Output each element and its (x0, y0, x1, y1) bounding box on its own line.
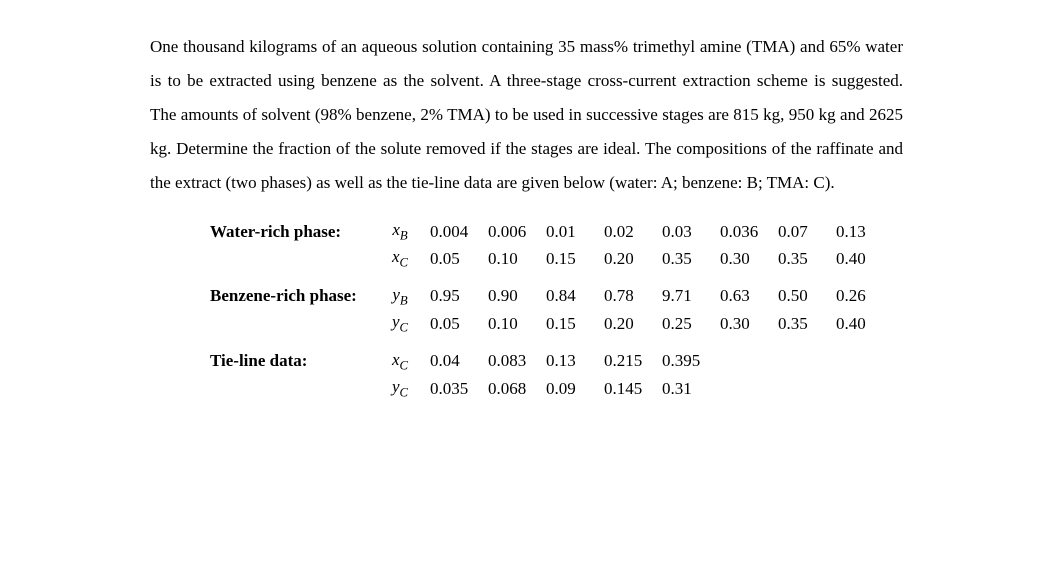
group-label: Benzene-rich phase: (210, 286, 380, 306)
data-tables: Water-rich phase: xB 0.004 0.006 0.01 0.… (150, 220, 903, 400)
variable-label: xB (380, 220, 420, 243)
group-label: Water-rich phase: (210, 222, 380, 242)
table-row: Benzene-rich phase: yB 0.95 0.90 0.84 0.… (210, 285, 903, 308)
data-cell: 0.30 (710, 314, 768, 334)
table-row: yC 0.05 0.10 0.15 0.20 0.25 0.30 0.35 0.… (210, 312, 903, 335)
data-cell: 0.05 (420, 249, 478, 269)
data-cell: 0.84 (536, 286, 594, 306)
data-cell: 0.03 (652, 222, 710, 242)
data-cell: 9.71 (652, 286, 710, 306)
variable-label: yC (380, 312, 420, 335)
data-cell: 0.036 (710, 222, 768, 242)
data-cell: 0.40 (826, 314, 884, 334)
data-cell: 0.31 (652, 379, 710, 399)
data-cell: 0.02 (594, 222, 652, 242)
data-cell: 0.25 (652, 314, 710, 334)
benzene-rich-group: Benzene-rich phase: yB 0.95 0.90 0.84 0.… (210, 285, 903, 336)
data-cell: 0.35 (768, 314, 826, 334)
water-rich-group: Water-rich phase: xB 0.004 0.006 0.01 0.… (210, 220, 903, 271)
problem-paragraph: One thousand kilograms of an aqueous sol… (150, 30, 903, 200)
variable-label: yC (380, 377, 420, 400)
data-cell: 0.20 (594, 249, 652, 269)
data-cell: 0.04 (420, 351, 478, 371)
data-cell: 0.50 (768, 286, 826, 306)
data-cell: 0.05 (420, 314, 478, 334)
data-cell: 0.004 (420, 222, 478, 242)
data-cell: 0.78 (594, 286, 652, 306)
variable-label: xC (380, 350, 420, 373)
data-cell: 0.15 (536, 314, 594, 334)
data-cell: 0.35 (768, 249, 826, 269)
table-row: yC 0.035 0.068 0.09 0.145 0.31 (210, 377, 903, 400)
data-cell: 0.07 (768, 222, 826, 242)
data-cell: 0.395 (652, 351, 710, 371)
table-row: xC 0.05 0.10 0.15 0.20 0.35 0.30 0.35 0.… (210, 247, 903, 270)
data-cell: 0.30 (710, 249, 768, 269)
data-cell: 0.215 (594, 351, 652, 371)
data-cell: 0.006 (478, 222, 536, 242)
data-cell: 0.09 (536, 379, 594, 399)
table-row: Tie-line data: xC 0.04 0.083 0.13 0.215 … (210, 350, 903, 373)
group-label: Tie-line data: (210, 351, 380, 371)
variable-label: xC (380, 247, 420, 270)
data-cell: 0.10 (478, 249, 536, 269)
data-cell: 0.068 (478, 379, 536, 399)
variable-label: yB (380, 285, 420, 308)
data-cell: 0.083 (478, 351, 536, 371)
data-cell: 0.35 (652, 249, 710, 269)
data-cell: 0.145 (594, 379, 652, 399)
data-cell: 0.40 (826, 249, 884, 269)
data-cell: 0.26 (826, 286, 884, 306)
data-cell: 0.15 (536, 249, 594, 269)
tie-line-group: Tie-line data: xC 0.04 0.083 0.13 0.215 … (210, 350, 903, 401)
table-row: Water-rich phase: xB 0.004 0.006 0.01 0.… (210, 220, 903, 243)
data-cell: 0.01 (536, 222, 594, 242)
data-cell: 0.90 (478, 286, 536, 306)
data-cell: 0.10 (478, 314, 536, 334)
data-cell: 0.20 (594, 314, 652, 334)
data-cell: 0.035 (420, 379, 478, 399)
data-cell: 0.95 (420, 286, 478, 306)
data-cell: 0.13 (826, 222, 884, 242)
data-cell: 0.13 (536, 351, 594, 371)
data-cell: 0.63 (710, 286, 768, 306)
